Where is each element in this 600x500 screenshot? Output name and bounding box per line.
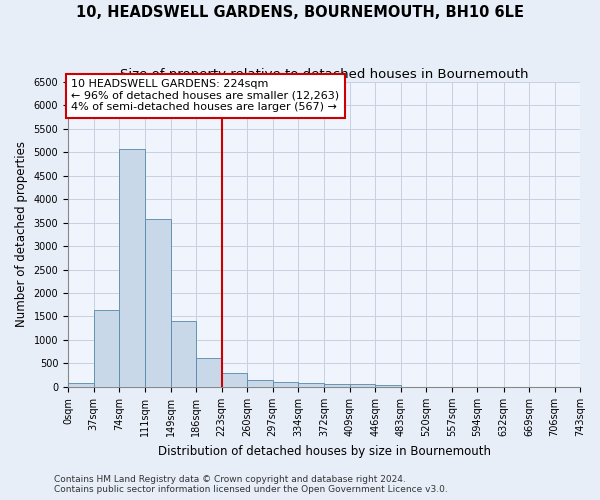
Text: 10, HEADSWELL GARDENS, BOURNEMOUTH, BH10 6LE: 10, HEADSWELL GARDENS, BOURNEMOUTH, BH10… — [76, 5, 524, 20]
Bar — [272, 382, 298, 387]
Bar — [298, 383, 325, 387]
Bar — [68, 384, 94, 387]
Text: Contains HM Land Registry data © Crown copyright and database right 2024.: Contains HM Land Registry data © Crown c… — [54, 476, 406, 484]
Bar — [145, 219, 170, 387]
Text: Contains public sector information licensed under the Open Government Licence v3: Contains public sector information licen… — [54, 486, 448, 494]
Bar — [196, 358, 221, 387]
Bar — [376, 384, 401, 387]
Title: Size of property relative to detached houses in Bournemouth: Size of property relative to detached ho… — [120, 68, 528, 80]
Bar — [94, 310, 119, 387]
Bar — [119, 150, 145, 387]
Bar — [247, 380, 272, 387]
Bar — [350, 384, 376, 387]
Bar — [221, 373, 247, 387]
Bar — [170, 320, 196, 387]
Y-axis label: Number of detached properties: Number of detached properties — [15, 142, 28, 328]
Text: 10 HEADSWELL GARDENS: 224sqm
← 96% of detached houses are smaller (12,263)
4% of: 10 HEADSWELL GARDENS: 224sqm ← 96% of de… — [71, 79, 340, 112]
Bar — [325, 384, 350, 387]
X-axis label: Distribution of detached houses by size in Bournemouth: Distribution of detached houses by size … — [158, 444, 491, 458]
